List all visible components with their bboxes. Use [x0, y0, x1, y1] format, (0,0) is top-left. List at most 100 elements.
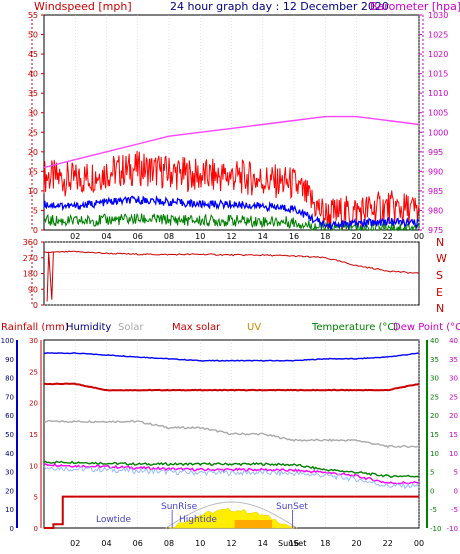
wind-y-tick-label: 30: [28, 109, 38, 118]
baro-y-tick-label: 1000: [428, 128, 448, 137]
temperature-label: Temperature (°C): [311, 322, 398, 333]
temperature-tick-label: -5: [430, 506, 437, 514]
baro-y-tick-label: 980: [428, 206, 443, 215]
wind-x-tick-label: 14: [258, 232, 268, 241]
barometer-title: Barometer [hpa]: [370, 0, 460, 13]
wind-y-tick-label: 10: [28, 187, 38, 196]
dewpoint-tick-label: 40: [449, 337, 458, 345]
bottom-x-tick-label: 22: [383, 539, 393, 548]
wind-y-tick-label: 0: [33, 226, 38, 235]
wind-y-tick-label: 35: [28, 89, 38, 98]
wind-x-tick-label: 08: [164, 232, 174, 241]
bottom-x-tick-label: 18: [320, 539, 330, 548]
rain-tick-label: 25: [29, 368, 38, 376]
wind-y-tick-label: 5: [33, 206, 38, 215]
humidity-tick-label: 60: [5, 412, 14, 420]
dewpoint-label: Dew Point (°C): [393, 322, 460, 333]
wind-y-tick-label: 20: [28, 148, 38, 157]
baro-y-tick-label: 975: [428, 226, 443, 235]
rainfall-line: [44, 495, 419, 529]
compass-label: W: [436, 252, 447, 265]
wind-x-tick-label: 02: [70, 232, 80, 241]
baro-y-tick-label: 990: [428, 167, 443, 176]
bottom-x-tick-label: 10: [195, 539, 205, 548]
wind-direction-spike: [46, 252, 54, 302]
wind-x-tick-label: 04: [101, 232, 111, 241]
max-solar-arc: [165, 501, 298, 529]
direction-y-tick-label: 0: [33, 301, 38, 310]
uv-area: [234, 520, 273, 528]
temperature-tick-label: 25: [430, 393, 439, 401]
compass-label: E: [436, 286, 443, 299]
rain-tick-label: 5: [34, 494, 38, 502]
wind-x-tick-label: 00: [414, 232, 424, 241]
sunset-bottom-label: SunSet: [278, 539, 306, 548]
rain-tick-label: 15: [29, 431, 38, 439]
humidity-tick-label: 0: [10, 525, 14, 533]
dewpoint-tick-label: 30: [449, 375, 458, 383]
humidity-tick-label: 10: [5, 506, 14, 514]
compass-label: S: [436, 269, 443, 282]
wind-y-tick-label: 40: [28, 70, 38, 79]
temperature-tick-label: 40: [430, 337, 439, 345]
temperature-line: [43, 460, 420, 478]
lowtide-label: Lowtide: [96, 515, 131, 525]
dewpoint-tick-label: -5: [451, 506, 458, 514]
wind-x-tick-label: 18: [320, 232, 330, 241]
humidity-tick-label: 20: [5, 487, 14, 495]
temperature-tick-label: 20: [430, 412, 439, 420]
rain-tick-label: 20: [29, 400, 38, 408]
dewpoint-tick-label: 20: [449, 412, 458, 420]
direction-y-tick-label: 90: [28, 285, 38, 294]
compass-label: N: [436, 302, 444, 315]
wind-y-tick-label: 45: [28, 50, 38, 59]
temperature-tick-label: 15: [430, 431, 439, 439]
max-solar-label: Max solar: [172, 322, 221, 333]
dewpoint-tick-label: -10: [447, 525, 458, 533]
wind-low-line: [43, 213, 420, 232]
wind-x-tick-label: 06: [133, 232, 143, 241]
dewpoint-tick-label: 5: [454, 469, 458, 477]
wind-y-tick-label: 55: [28, 11, 38, 20]
dewpoint-tick-label: 15: [449, 431, 458, 439]
rain-tick-label: 30: [29, 337, 38, 345]
humidity-label: Humidity: [66, 322, 111, 333]
dewpoint-tick-label: 0: [454, 487, 458, 495]
rainfall-label: Rainfall (mm): [1, 322, 69, 333]
temperature-tick-label: -10: [430, 525, 441, 533]
direction-y-tick-label: 270: [23, 254, 38, 263]
baro-y-tick-label: 1005: [428, 109, 448, 118]
uv-label: UV: [247, 322, 261, 333]
sunset-label: SunSet: [276, 502, 308, 512]
baro-y-tick-label: 1010: [428, 89, 448, 98]
direction-y-tick-label: 180: [23, 270, 38, 279]
solar-label: Solar: [118, 322, 144, 333]
compass-label: N: [436, 236, 444, 249]
humidity-tick-label: 40: [5, 450, 14, 458]
bottom-x-tick-label: 20: [351, 539, 361, 548]
bottom-x-tick-label: 16: [289, 539, 299, 548]
dewpoint-tick-label: 25: [449, 393, 458, 401]
bottom-x-tick-label: 00: [414, 539, 424, 548]
temperature-tick-label: 5: [430, 469, 434, 477]
max-solar-line: [43, 382, 420, 392]
direction-y-tick-label: 360: [23, 238, 38, 247]
wind-x-tick-label: 10: [195, 232, 205, 241]
wind-x-tick-label: 22: [383, 232, 393, 241]
wind-x-tick-label: 12: [226, 232, 236, 241]
wind-direction-line: [43, 250, 420, 275]
baro-y-tick-label: 985: [428, 187, 443, 196]
dewpoint-tick-label: 35: [449, 356, 458, 364]
temperature-tick-label: 30: [430, 375, 439, 383]
humidity-tick-label: 80: [5, 375, 14, 383]
temperature-tick-label: 0: [430, 487, 434, 495]
baro-y-tick-label: 1025: [428, 31, 448, 40]
humidity-tick-label: 90: [5, 356, 14, 364]
baro-y-tick-label: 1020: [428, 50, 448, 59]
wind-x-tick-label: 20: [351, 232, 361, 241]
wind-y-tick-label: 25: [28, 128, 38, 137]
barometer-line: [43, 115, 420, 169]
wind-x-tick-label: 16: [289, 232, 299, 241]
